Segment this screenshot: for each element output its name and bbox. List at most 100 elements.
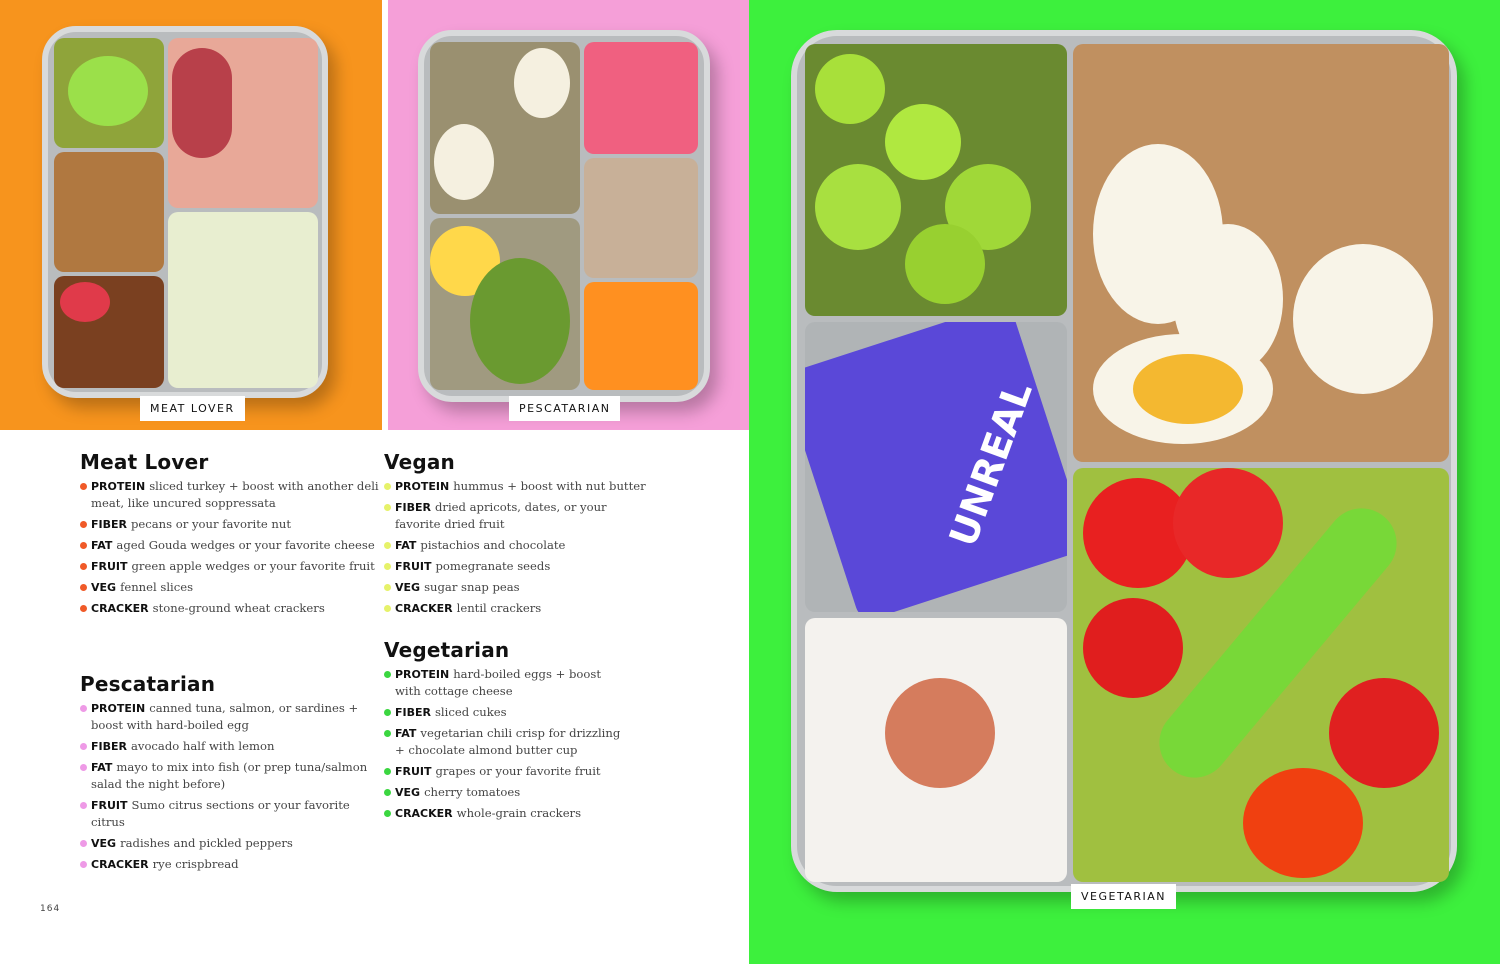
vegetarian-photo: UNREAL VEGETARIAN	[749, 0, 1500, 964]
nutrient-label: FRUIT	[91, 799, 128, 812]
nutrient-label: FIBER	[395, 501, 431, 514]
list-item: FRUIT grapes or your favorite fruit	[384, 763, 624, 780]
item-description: sliced cukes	[434, 705, 507, 719]
bullet-dot-icon	[80, 542, 87, 549]
bullet-dot-icon	[384, 730, 391, 737]
list-item: PROTEIN hummus + boost with nut butter	[384, 478, 654, 495]
section-title: Vegan	[384, 450, 455, 474]
list-item: VEG radishes and pickled peppers	[80, 835, 380, 852]
nutrient-label: FIBER	[91, 740, 127, 753]
item-description: pomegranate seeds	[435, 559, 551, 573]
item-description: sugar snap peas	[424, 580, 520, 594]
nutrient-label: FIBER	[91, 518, 127, 531]
list-item: FIBER dried apricots, dates, or your favo…	[384, 499, 654, 533]
bullet-dot-icon	[384, 605, 391, 612]
list-item: CRACKER rye crispbread	[80, 856, 380, 873]
bullet-dot-icon	[80, 605, 87, 612]
bullet-dot-icon	[384, 483, 391, 490]
item-description: radishes and pickled peppers	[120, 836, 293, 850]
bullet-dot-icon	[384, 789, 391, 796]
list-item: FIBER pecans or your favorite nut	[80, 516, 380, 533]
item-description: rye crispbread	[152, 857, 239, 871]
item-description: pecans or your favorite nut	[130, 517, 291, 531]
nutrient-label: PROTEIN	[91, 480, 146, 493]
nutrient-label: VEG	[91, 837, 117, 850]
page-number: 164	[40, 904, 61, 914]
list-item: PROTEIN hard-boiled eggs + boost with cot…	[384, 666, 624, 700]
lunchbox	[418, 30, 710, 402]
section-title: Meat Lover	[80, 450, 209, 474]
item-description: cherry tomatoes	[424, 785, 521, 799]
vegetarian-label: VEGETARIAN	[1071, 884, 1176, 909]
bullet-dot-icon	[384, 810, 391, 817]
item-description: stone-ground wheat crackers	[152, 601, 325, 615]
nutrient-label: FAT	[91, 761, 113, 774]
item-description: avocado half with lemon	[130, 739, 275, 753]
vegetarian-section: Vegetarian PROTEIN hard-boiled eggs + boos…	[384, 638, 624, 826]
item-description: whole-grain crackers	[456, 806, 582, 820]
list-item: PROTEIN canned tuna, salmon, or sardines …	[80, 700, 380, 734]
nutrient-label: FRUIT	[395, 765, 432, 778]
bullet-dot-icon	[384, 542, 391, 549]
vegan-section: Vegan PROTEIN hummus + boost with nut butt…	[384, 450, 654, 621]
nutrient-label: PROTEIN	[91, 702, 146, 715]
bullet-dot-icon	[80, 743, 87, 750]
lunchbox: UNREAL	[791, 30, 1457, 892]
meat-lover-label: MEAT LOVER	[140, 396, 245, 421]
list-item: VEG fennel slices	[80, 579, 380, 596]
nutrient-label: FRUIT	[395, 560, 432, 573]
item-description: sliced turkey + boost with another deli …	[91, 479, 379, 510]
item-description: mayo to mix into fish (or prep tuna/salm…	[91, 760, 368, 791]
list-item: FRUIT Sumo citrus sections or your favori…	[80, 797, 380, 831]
bullet-dot-icon	[384, 671, 391, 678]
nutrient-label: PROTEIN	[395, 480, 450, 493]
lunchbox	[42, 26, 328, 398]
item-description: canned tuna, salmon, or sardines + boost…	[91, 701, 359, 732]
list-item: FRUIT pomegranate seeds	[384, 558, 654, 575]
bullet-dot-icon	[384, 584, 391, 591]
item-description: lentil crackers	[456, 601, 542, 615]
bullet-dot-icon	[80, 521, 87, 528]
meat-lover-photo: MEAT LOVER	[0, 0, 382, 430]
nutrient-label: CRACKER	[395, 602, 453, 615]
section-title: Vegetarian	[384, 638, 510, 662]
item-description: hard-boiled eggs + boost with cottage ch…	[395, 667, 601, 698]
list-item: FRUIT green apple wedges or your favorite…	[80, 558, 380, 575]
list-item: FIBER avocado half with lemon	[80, 738, 380, 755]
nutrient-label: CRACKER	[91, 858, 149, 871]
pescatarian-label: PESCATARIAN	[509, 396, 621, 421]
bullet-dot-icon	[80, 483, 87, 490]
item-description: grapes or your favorite fruit	[435, 764, 601, 778]
bullet-dot-icon	[384, 504, 391, 511]
list-item: CRACKER whole-grain crackers	[384, 805, 624, 822]
nutrient-label: CRACKER	[395, 807, 453, 820]
list-item: FAT vegetarian chili crisp for drizzling …	[384, 725, 624, 759]
bullet-dot-icon	[384, 768, 391, 775]
nutrient-label: FIBER	[395, 706, 431, 719]
nutrient-label: FRUIT	[91, 560, 128, 573]
nutrient-label: VEG	[395, 581, 421, 594]
bullet-dot-icon	[80, 840, 87, 847]
bullet-dot-icon	[80, 584, 87, 591]
nutrient-label: VEG	[395, 786, 421, 799]
list-item: FAT aged Gouda wedges or your favorite ch…	[80, 537, 380, 554]
item-description: pistachios and chocolate	[420, 538, 566, 552]
bullet-dot-icon	[384, 563, 391, 570]
item-description: vegetarian chili crisp for drizzling + c…	[395, 726, 621, 757]
item-description: green apple wedges or your favorite frui…	[131, 559, 375, 573]
bullet-dot-icon	[80, 563, 87, 570]
nutrient-label: FAT	[395, 539, 417, 552]
nutrient-label: FAT	[395, 727, 417, 740]
list-item: CRACKER lentil crackers	[384, 600, 654, 617]
bullet-dot-icon	[80, 764, 87, 771]
section-title: Pescatarian	[80, 672, 216, 696]
bullet-dot-icon	[80, 861, 87, 868]
pescatarian-photo: PESCATARIAN	[388, 0, 749, 430]
item-description: Sumo citrus sections or your favorite ci…	[91, 798, 350, 829]
bullet-dot-icon	[384, 709, 391, 716]
nutrient-label: CRACKER	[91, 602, 149, 615]
item-description: hummus + boost with nut butter	[453, 479, 646, 493]
list-item: VEG sugar snap peas	[384, 579, 654, 596]
pescatarian-section: Pescatarian PROTEIN canned tuna, salmon, o…	[80, 672, 380, 877]
list-item: FIBER sliced cukes	[384, 704, 624, 721]
